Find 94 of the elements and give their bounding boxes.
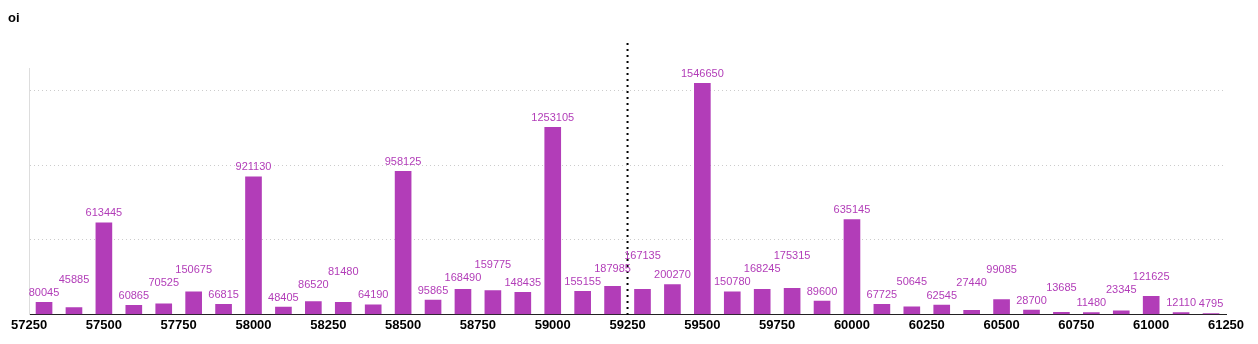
data-label: 28700	[1016, 293, 1047, 306]
x-tick-label: 57750	[160, 316, 197, 332]
data-label: 48405	[268, 290, 299, 303]
bar	[484, 290, 502, 315]
bar	[305, 301, 322, 315]
data-label: 4795	[1198, 297, 1224, 310]
bar	[394, 170, 412, 315]
data-label: 159775	[474, 257, 512, 270]
data-label: 11480	[1076, 296, 1107, 309]
data-label: 50645	[896, 274, 928, 287]
bar	[245, 176, 262, 315]
data-label: 89600	[806, 284, 838, 297]
data-label: 12110	[1166, 296, 1197, 309]
bar	[275, 306, 292, 315]
data-label: 200270	[654, 268, 691, 281]
bar	[1053, 312, 1070, 315]
x-tick-label: 59000	[534, 316, 571, 332]
x-tick-label: 60750	[1058, 316, 1095, 332]
data-label: 635145	[833, 203, 871, 216]
bar	[125, 304, 143, 315]
bar	[185, 291, 202, 315]
bar	[873, 303, 891, 315]
bar	[514, 291, 532, 315]
data-label: 66815	[208, 287, 239, 300]
data-label: 168490	[444, 270, 482, 283]
bar	[963, 309, 980, 315]
y-axis-title: oi	[8, 10, 20, 26]
bar	[843, 219, 861, 315]
bar	[215, 304, 232, 315]
data-label: 80045	[28, 285, 60, 298]
bar	[65, 307, 83, 315]
bar	[155, 303, 173, 315]
bar	[903, 306, 921, 315]
bar	[993, 299, 1010, 315]
data-label: 99085	[986, 262, 1017, 275]
bar	[723, 291, 741, 315]
data-label: 958125	[384, 154, 422, 167]
bar	[95, 222, 113, 315]
data-label: 23345	[1105, 283, 1137, 296]
data-label: 167135	[624, 248, 661, 261]
data-label: 70525	[148, 275, 180, 288]
data-label: 148435	[504, 275, 542, 288]
data-label: 13685	[1046, 280, 1077, 293]
x-tick-label: 58000	[235, 316, 272, 332]
bar	[424, 299, 442, 315]
bar	[694, 83, 711, 315]
data-label: 27440	[956, 275, 987, 288]
data-label: 613445	[85, 206, 123, 219]
bar	[664, 284, 681, 315]
bar	[544, 126, 562, 315]
bar	[1142, 295, 1160, 315]
data-label: 921130	[235, 160, 272, 173]
data-label: 81480	[327, 264, 359, 277]
bar	[1023, 309, 1040, 315]
data-label: 187985	[594, 261, 631, 274]
x-tick-label: 57250	[11, 316, 48, 332]
data-label: 86520	[298, 277, 329, 290]
data-label: 64190	[357, 288, 389, 301]
bar	[753, 288, 771, 315]
x-tick-label: 58250	[310, 316, 347, 332]
bar	[35, 302, 53, 315]
data-label: 60865	[118, 288, 150, 301]
bar	[783, 287, 801, 315]
x-tick-label: 59750	[759, 316, 796, 332]
data-label: 95865	[417, 283, 449, 296]
bar	[933, 304, 951, 315]
data-label: 175315	[773, 249, 811, 262]
bar	[574, 290, 591, 315]
data-label: 150675	[175, 262, 213, 275]
data-label: 1546650	[680, 66, 724, 79]
data-label: 121625	[1132, 270, 1170, 283]
bar	[813, 300, 831, 315]
bar	[454, 288, 472, 315]
x-tick-label: 61000	[1133, 316, 1170, 332]
data-label: 155155	[564, 274, 602, 287]
bar	[604, 286, 621, 315]
x-tick-label: 61250	[1207, 316, 1245, 332]
x-tick-label: 59500	[684, 316, 721, 332]
data-label: 45885	[58, 272, 90, 285]
data-label: 1253105	[531, 110, 575, 123]
bar	[364, 304, 382, 315]
bar	[334, 301, 352, 315]
data-label: 62545	[926, 288, 958, 301]
x-tick-label: 60500	[983, 316, 1020, 332]
x-tick-label: 60000	[833, 316, 871, 332]
bar	[634, 289, 651, 315]
x-tick-label: 60250	[908, 316, 945, 332]
x-tick-label: 57500	[85, 316, 122, 332]
data-label: 67725	[866, 287, 898, 300]
x-tick-label: 59250	[609, 316, 646, 332]
x-tick-label: 58500	[385, 316, 422, 332]
data-label: 150780	[713, 275, 751, 288]
data-label: 168245	[743, 262, 781, 275]
x-tick-label: 58750	[459, 316, 496, 332]
